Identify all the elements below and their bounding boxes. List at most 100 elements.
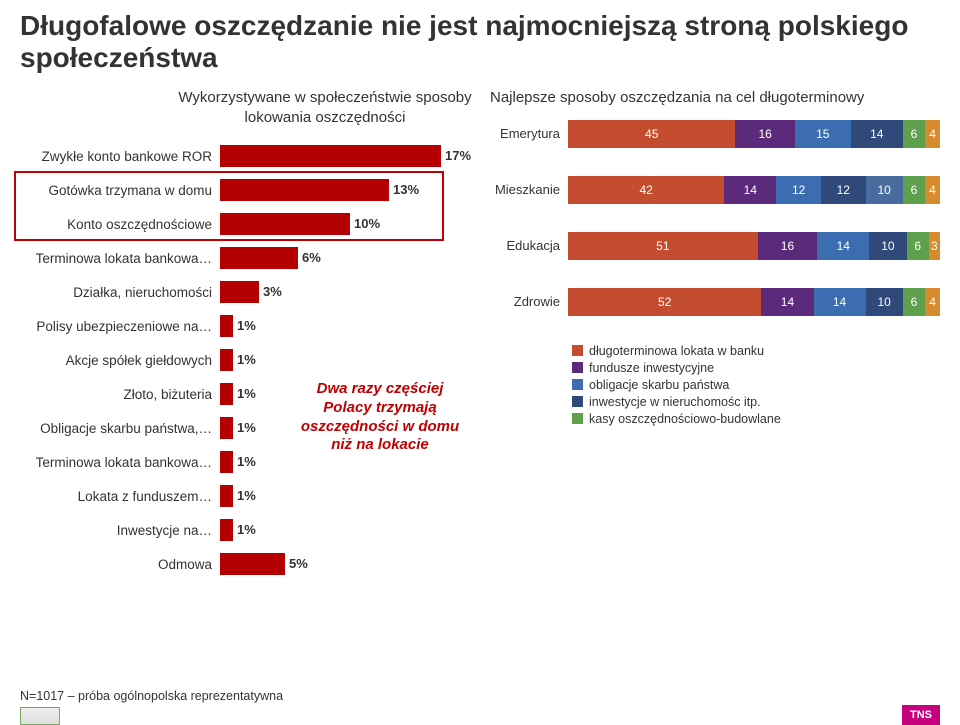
- legend-label: inwestycje w nieruchomośc itp.: [589, 395, 761, 409]
- bar-value: 3%: [259, 281, 282, 303]
- bar: [220, 349, 233, 371]
- bar: [220, 213, 350, 235]
- stacked-segment: 4: [925, 120, 940, 148]
- bar-track: 10%: [220, 213, 480, 235]
- stacked-segment: 6: [903, 288, 925, 316]
- stacked-label: Mieszkanie: [490, 182, 568, 197]
- stacked-segment: 42: [568, 176, 724, 204]
- legend-item: długoterminowa lokata w banku: [572, 344, 940, 358]
- bar: [220, 519, 233, 541]
- bar-label: Terminowa lokata bankowa…: [20, 251, 220, 266]
- stacked-segment: 4: [925, 176, 940, 204]
- bar-row: Inwestycje na…1%: [20, 513, 480, 547]
- legend-label: fundusze inwestycyjne: [589, 361, 714, 375]
- stacked-segment: 16: [735, 120, 795, 148]
- stacked-row: Emerytura4516151464: [490, 120, 940, 148]
- bar-value: 1%: [233, 349, 256, 371]
- stacked-segment: 6: [903, 176, 925, 204]
- bar-row: Polisy ubezpieczeniowe na…1%: [20, 309, 480, 343]
- left-subtitle: Wykorzystywane w społeczeństwie sposoby …: [20, 88, 480, 127]
- bar-row: Zwykłe konto bankowe ROR 17%: [20, 139, 480, 173]
- page: Długofalowe oszczędzanie nie jest najmoc…: [0, 0, 960, 725]
- stacked-track: 5116141063: [568, 232, 940, 260]
- stacked-row: Edukacja5116141063: [490, 232, 940, 260]
- legend-swatch: [572, 362, 583, 373]
- legend-label: kasy oszczędnościowo-budowlane: [589, 412, 781, 426]
- bar-track: 3%: [220, 281, 480, 303]
- bar-label: Odmowa: [20, 557, 220, 572]
- stacked-segment: 12: [776, 176, 821, 204]
- stacked-segment: 51: [568, 232, 758, 260]
- bar-label: Gotówka trzymana w domu: [20, 183, 220, 198]
- stacked-segment: 45: [568, 120, 735, 148]
- stacked-segment: 15: [795, 120, 851, 148]
- stacked-segment: 14: [851, 120, 903, 148]
- bar-track: 13%: [220, 179, 480, 201]
- bar-row: Gotówka trzymana w domu 13%: [20, 173, 480, 207]
- bar-label: Lokata z funduszem…: [20, 489, 220, 504]
- right-column: Najlepsze sposoby oszczędzania na cel dł…: [490, 88, 940, 581]
- legend: długoterminowa lokata w banku fundusze in…: [490, 344, 940, 426]
- bar: [220, 451, 233, 473]
- bar-track: 17%: [220, 145, 480, 167]
- stacked-bar-chart: Emerytura4516151464Mieszkanie42141212106…: [490, 120, 940, 316]
- bar-value: 17%: [441, 145, 471, 167]
- stacked-row: Mieszkanie421412121064: [490, 176, 940, 204]
- footer-text: N=1017 – próba ogólnopolska reprezentaty…: [20, 689, 283, 703]
- legend-swatch: [572, 396, 583, 407]
- stacked-segment: 12: [821, 176, 866, 204]
- stacked-segment: 16: [758, 232, 818, 260]
- bar-value: 6%: [298, 247, 321, 269]
- stacked-segment: 14: [814, 288, 866, 316]
- bar-value: 1%: [233, 451, 256, 473]
- logo-icon: [20, 707, 60, 725]
- callout-note: Dwa razy częściej Polacy trzymają oszczę…: [300, 380, 460, 455]
- bar: [220, 145, 441, 167]
- stacked-segment: 52: [568, 288, 761, 316]
- bar-track: 1%: [220, 315, 480, 337]
- bar-chart: Zwykłe konto bankowe ROR 17% Gotówka trzym…: [20, 139, 480, 581]
- tns-logo: TNS: [902, 705, 940, 725]
- left-column: Wykorzystywane w społeczeństwie sposoby …: [20, 88, 480, 581]
- stacked-segment: 10: [866, 288, 903, 316]
- bar-label: Działka, nieruchomości: [20, 285, 220, 300]
- legend-swatch: [572, 413, 583, 424]
- bar-row: Działka, nieruchomości 3%: [20, 275, 480, 309]
- bar-track: 1%: [220, 519, 480, 541]
- bar: [220, 247, 298, 269]
- page-title: Długofalowe oszczędzanie nie jest najmoc…: [20, 10, 940, 74]
- bar-value: 1%: [233, 417, 256, 439]
- right-subtitle: Najlepsze sposoby oszczędzania na cel dł…: [490, 88, 940, 108]
- legend-item: inwestycje w nieruchomośc itp.: [572, 395, 940, 409]
- bar-value: 5%: [285, 553, 308, 575]
- legend-swatch: [572, 379, 583, 390]
- stacked-segment: 6: [907, 232, 929, 260]
- bar-label: Konto oszczędnościowe: [20, 217, 220, 232]
- bar-value: 1%: [233, 383, 256, 405]
- stacked-segment: 10: [866, 176, 903, 204]
- stacked-segment: 4: [925, 288, 940, 316]
- bar-row: Terminowa lokata bankowa… 6%: [20, 241, 480, 275]
- stacked-track: 421412121064: [568, 176, 940, 204]
- bar-row: Odmowa 5%: [20, 547, 480, 581]
- bar-row: Akcje spółek giełdowych1%: [20, 343, 480, 377]
- stacked-track: 5214141064: [568, 288, 940, 316]
- bar-row: Lokata z funduszem…1%: [20, 479, 480, 513]
- columns: Wykorzystywane w społeczeństwie sposoby …: [20, 88, 940, 581]
- stacked-segment: 14: [724, 176, 776, 204]
- bar: [220, 485, 233, 507]
- legend-label: długoterminowa lokata w banku: [589, 344, 764, 358]
- stacked-track: 4516151464: [568, 120, 940, 148]
- bar-track: 1%: [220, 485, 480, 507]
- bar-label: Obligacje skarbu państwa,…: [20, 421, 220, 436]
- bar-label: Polisy ubezpieczeniowe na…: [20, 319, 220, 334]
- bar-label: Zwykłe konto bankowe ROR: [20, 149, 220, 164]
- bar-value: 13%: [389, 179, 419, 201]
- bar-track: 5%: [220, 553, 480, 575]
- stacked-label: Zdrowie: [490, 294, 568, 309]
- bar-track: 6%: [220, 247, 480, 269]
- bar: [220, 281, 259, 303]
- bar: [220, 417, 233, 439]
- stacked-segment: 6: [903, 120, 925, 148]
- legend-swatch: [572, 345, 583, 356]
